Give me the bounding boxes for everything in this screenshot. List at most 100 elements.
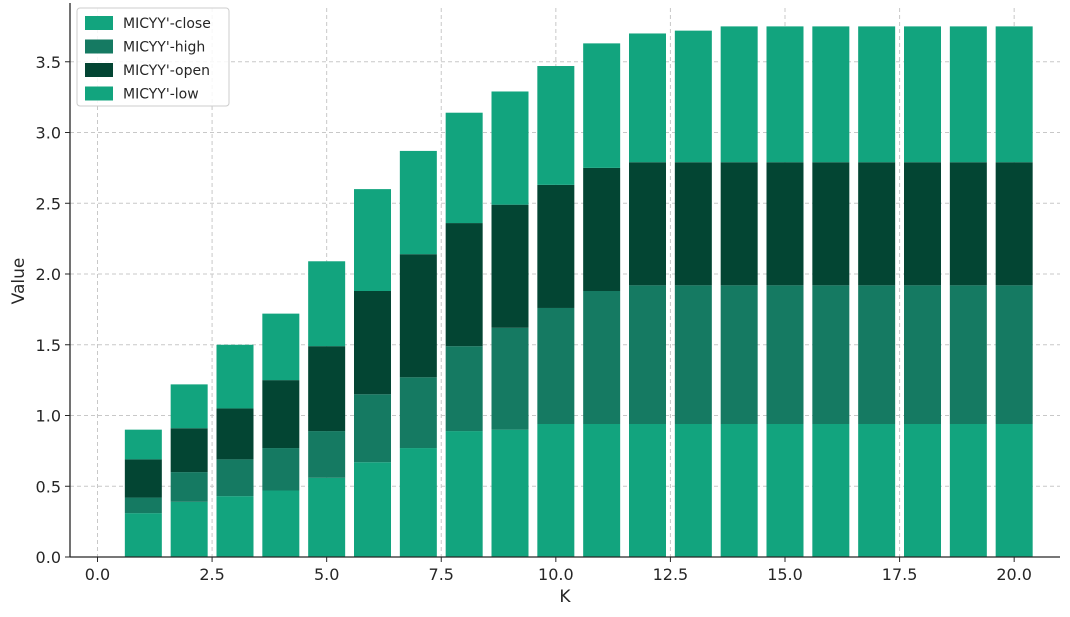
bar-segment bbox=[308, 477, 346, 557]
bar-segment bbox=[262, 313, 300, 381]
bar-segment bbox=[674, 30, 712, 163]
bar-segment bbox=[124, 513, 162, 557]
y-tick-label: 0.5 bbox=[36, 477, 61, 496]
bar-segment bbox=[308, 261, 346, 347]
legend-label: MICYY'-close bbox=[123, 16, 211, 32]
legend-swatch bbox=[85, 86, 113, 101]
bar-segment bbox=[216, 408, 254, 460]
bar-segment bbox=[904, 162, 941, 286]
bar-segment bbox=[949, 26, 987, 163]
bar-segment bbox=[629, 162, 666, 286]
bar-segment bbox=[491, 204, 529, 328]
bar-segment bbox=[629, 423, 666, 557]
bar-segment bbox=[858, 285, 896, 424]
bar-segment bbox=[216, 344, 254, 409]
bar-segment bbox=[124, 497, 162, 514]
legend-swatch bbox=[85, 16, 113, 30]
axes: 0.0 2.5 5.0 7.5 10.0 12.5 15.0 17.5 20.0 0.0 0.5 1.… bbox=[36, 3, 1060, 584]
x-tick-label: 5.0 bbox=[314, 565, 339, 584]
legend: MICYY'-close MICYY'-high MICYY'-open MICYY'… bbox=[76, 7, 230, 107]
bar-segment bbox=[720, 162, 758, 286]
legend-label: MICYY'-open bbox=[123, 63, 210, 79]
bar-segment bbox=[537, 423, 575, 557]
bar-segment bbox=[170, 384, 208, 429]
y-tick-label: 1.5 bbox=[36, 336, 61, 355]
bar-segment bbox=[720, 423, 758, 557]
bar-segment bbox=[766, 26, 804, 163]
x-tick-label: 2.5 bbox=[199, 565, 224, 584]
y-tick-label: 1.0 bbox=[36, 407, 61, 426]
y-axis-title: Value bbox=[9, 258, 29, 305]
bar-segment bbox=[354, 394, 391, 463]
x-tick-label: 20.0 bbox=[996, 565, 1032, 584]
bar-segment bbox=[583, 423, 621, 557]
bar-segment bbox=[537, 66, 575, 185]
bar-segment bbox=[674, 423, 712, 557]
bar-segment bbox=[812, 162, 850, 286]
bar-segment bbox=[812, 26, 850, 163]
bar-segment bbox=[720, 285, 758, 424]
bar-segment bbox=[858, 26, 896, 163]
bar-segment bbox=[445, 346, 483, 432]
bar-segment bbox=[674, 285, 712, 424]
y-tick-label: 2.5 bbox=[36, 194, 61, 213]
bar-segment bbox=[583, 290, 621, 424]
bar-segment bbox=[995, 26, 1033, 163]
y-tick-label: 3.5 bbox=[36, 53, 61, 72]
bar-segment bbox=[399, 448, 437, 557]
bar-segment bbox=[354, 462, 391, 557]
bar-segment bbox=[262, 380, 300, 449]
bar-segment bbox=[537, 307, 575, 424]
bar-segment bbox=[170, 428, 208, 473]
bar-segment bbox=[491, 429, 529, 557]
bar-segment bbox=[720, 26, 758, 163]
bar-segment bbox=[904, 26, 941, 163]
bar-segment bbox=[216, 459, 254, 497]
bar-segment bbox=[904, 423, 941, 557]
bar-segment bbox=[949, 423, 987, 557]
bar-segment bbox=[399, 254, 437, 378]
bar-segment bbox=[674, 162, 712, 286]
bar-segment bbox=[262, 448, 300, 491]
bar-segment bbox=[812, 285, 850, 424]
x-tick-label: 10.0 bbox=[538, 565, 574, 584]
legend-label: MICYY'-high bbox=[123, 40, 205, 56]
bar-segment bbox=[124, 459, 162, 498]
bar-segment bbox=[308, 431, 346, 478]
x-tick-label: 15.0 bbox=[767, 565, 803, 584]
bar-segment bbox=[858, 162, 896, 286]
x-axis-title: K bbox=[559, 587, 571, 607]
bar-segment bbox=[904, 285, 941, 424]
bar-segment bbox=[308, 346, 346, 432]
bar-segment bbox=[766, 285, 804, 424]
x-tick-label: 17.5 bbox=[882, 565, 918, 584]
legend-swatch bbox=[85, 39, 113, 54]
bar-segment bbox=[445, 431, 483, 557]
bar-segment bbox=[124, 429, 162, 460]
bar-segment bbox=[491, 327, 529, 430]
bar-segment bbox=[491, 91, 529, 205]
x-tick-label: 7.5 bbox=[429, 565, 454, 584]
y-tick-label: 2.0 bbox=[36, 265, 61, 284]
legend-frame bbox=[76, 7, 230, 107]
bar-segment bbox=[537, 184, 575, 308]
bar-segment bbox=[445, 223, 483, 347]
bar-segment bbox=[949, 162, 987, 286]
x-tick-label: 0.0 bbox=[85, 565, 110, 584]
bar-segment bbox=[354, 189, 391, 291]
bar-segment bbox=[812, 423, 850, 557]
bar-segment bbox=[445, 112, 483, 224]
bar-segment bbox=[170, 501, 208, 557]
x-tick-label: 12.5 bbox=[653, 565, 689, 584]
bar-segment bbox=[629, 33, 666, 163]
bar-segment bbox=[995, 162, 1033, 286]
bar-segment bbox=[858, 423, 896, 557]
bar-segment bbox=[766, 162, 804, 286]
bar-segment bbox=[170, 472, 208, 502]
bars bbox=[124, 26, 1033, 557]
bar-segment bbox=[583, 43, 621, 168]
bar-segment bbox=[216, 496, 254, 557]
bar-segment bbox=[629, 285, 666, 424]
bar-segment bbox=[995, 423, 1033, 557]
